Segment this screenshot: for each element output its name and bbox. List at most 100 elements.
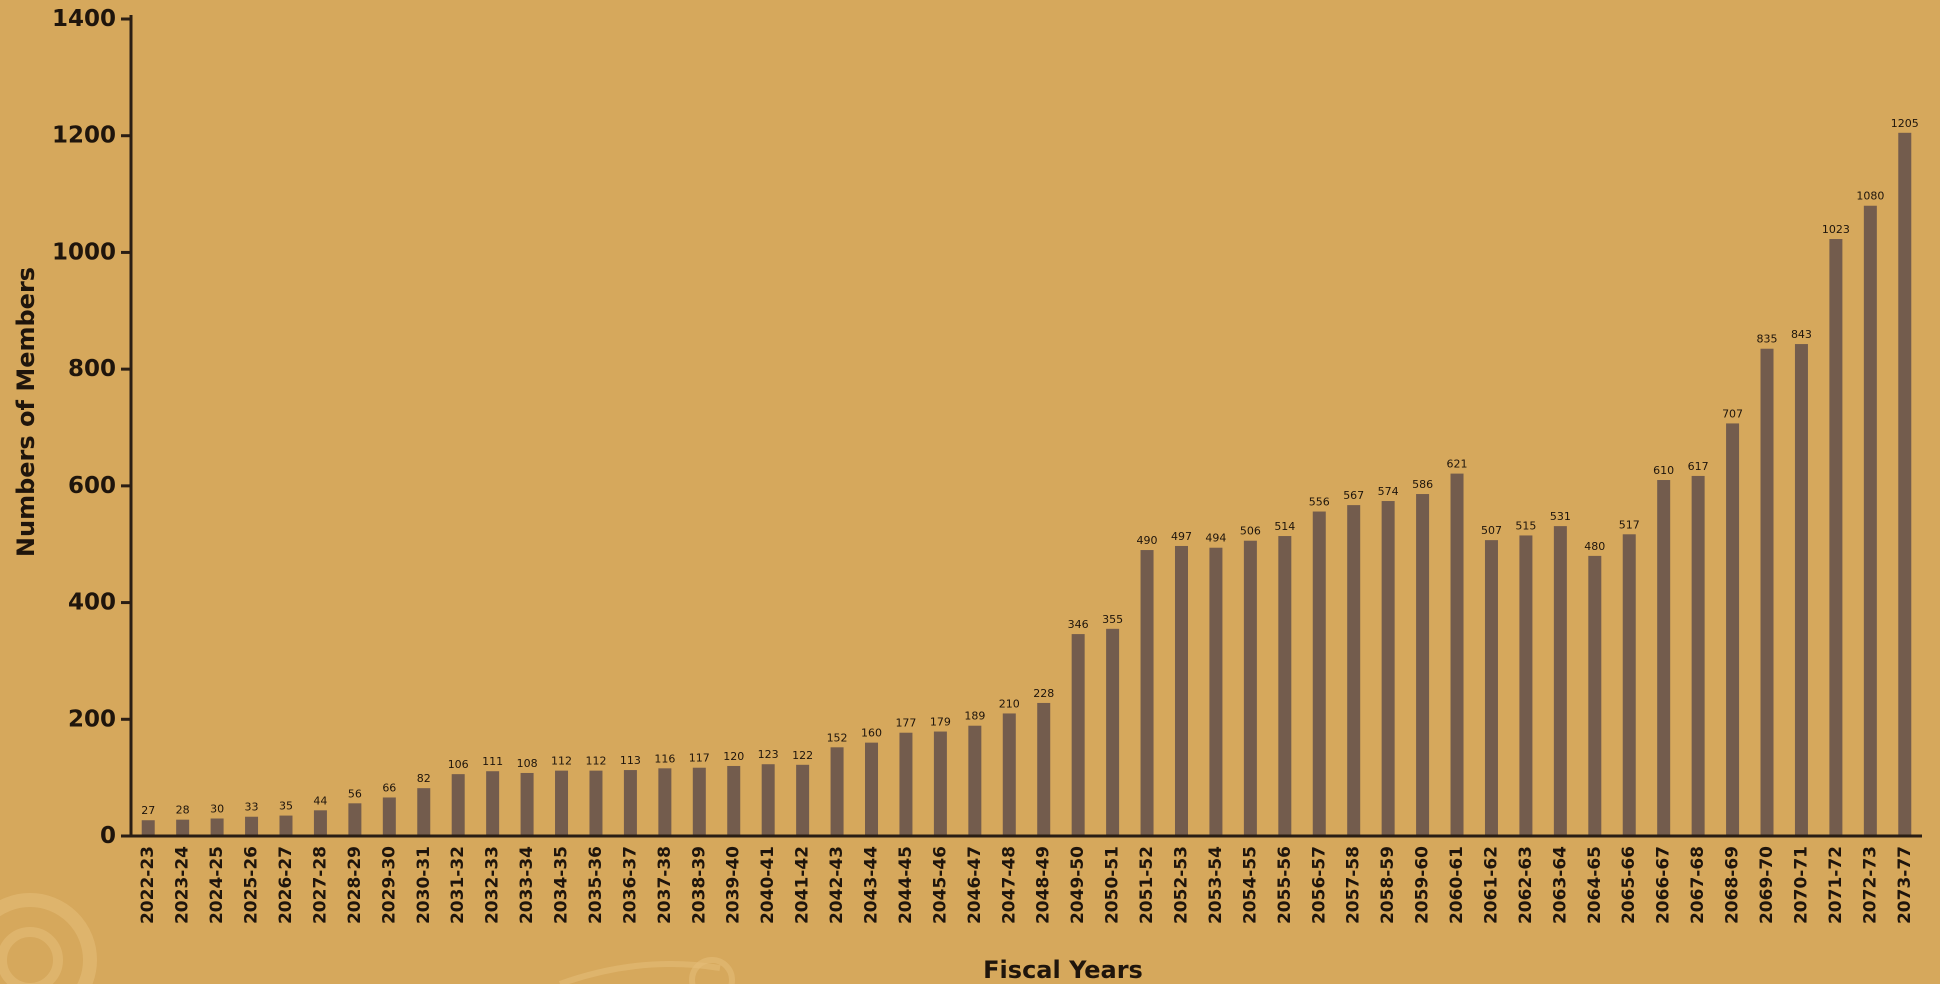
x-tick-label-2056-57: 2056-57 [1309,846,1329,924]
x-tick-label-2031-32: 2031-32 [448,846,468,924]
data-label-2072-73: 1080 [1856,190,1884,203]
data-label-2057-58: 567 [1343,489,1364,502]
x-tick-label-2033-34: 2033-34 [517,846,537,924]
bar-2049-50 [1071,634,1085,836]
data-label-2042-43: 152 [827,731,848,744]
x-tick-label-2041-42: 2041-42 [793,846,813,924]
x-tick-label-2069-70: 2069-70 [1757,846,1777,924]
bar-2061-62 [1484,540,1498,836]
x-tick-label-2042-43: 2042-43 [827,846,847,924]
bar-2073-77 [1898,132,1912,837]
y-tick-label-800: 800 [68,356,116,382]
data-label-2050-51: 355 [1102,613,1123,626]
data-label-2065-66: 517 [1619,518,1640,531]
bar-2070-71 [1794,344,1808,836]
decorative-watermark [0,893,735,984]
data-label-2064-65: 480 [1584,540,1605,553]
bar-2066-67 [1657,480,1671,836]
x-tick-label-2028-29: 2028-29 [345,846,365,924]
x-tick-label-2052-53: 2052-53 [1171,846,1191,924]
bar-2028-29 [348,803,362,836]
bar-2041-42 [796,764,810,836]
bar-2058-59 [1381,501,1395,836]
data-label-2032-33: 111 [482,755,503,768]
bar-2063-64 [1553,526,1567,836]
data-label-2049-50: 346 [1068,618,1089,631]
data-label-2067-68: 617 [1688,460,1709,473]
x-tick-label-2064-65: 2064-65 [1585,846,1605,924]
x-tick-label-2045-46: 2045-46 [930,846,950,924]
x-tick-label-2024-25: 2024-25 [207,846,227,924]
x-tick-label-2047-48: 2047-48 [999,846,1019,924]
bar-2043-44 [865,742,879,836]
data-labels-layer: 27 28 30 33 35 44 56 66 82 106 111 108 112 112 113 116 1… [141,117,1919,817]
bar-2039-40 [727,765,741,836]
x-tick-label-2059-60: 2059-60 [1413,846,1433,924]
bar-2044-45 [899,732,913,836]
data-label-2063-64: 531 [1550,510,1571,523]
bar-2034-35 [555,770,569,836]
x-tick-label-2029-30: 2029-30 [379,846,399,924]
bar-2022-23 [141,820,155,836]
data-label-2070-71: 843 [1791,328,1812,341]
x-tick-label-2072-73: 2072-73 [1860,846,1880,924]
y-tick-label-400: 400 [68,590,116,616]
x-tick-label-2043-44: 2043-44 [862,846,882,924]
data-label-2026-27: 35 [279,800,293,813]
data-label-2023-24: 28 [176,804,190,817]
y-tick-label-1200: 1200 [52,123,116,149]
x-tick-label-2022-23: 2022-23 [138,846,158,924]
data-label-2024-25: 30 [210,802,224,815]
x-tick-label-2023-24: 2023-24 [173,846,193,924]
x-tick-label-2049-50: 2049-50 [1068,846,1088,924]
x-tick-label-2050-51: 2050-51 [1103,846,1123,924]
x-tick-label-2044-45: 2044-45 [896,846,916,924]
data-label-2030-31: 82 [417,772,431,785]
bar-2030-31 [417,788,431,836]
x-tick-label-2030-31: 2030-31 [414,846,434,924]
bar-2064-65 [1588,555,1602,836]
bar-2029-30 [382,797,396,836]
x-tick-label-2058-59: 2058-59 [1378,846,1398,924]
x-tick-label-2062-63: 2062-63 [1516,846,1536,924]
data-label-2034-35: 112 [551,755,572,768]
data-label-2059-60: 586 [1412,478,1433,491]
data-label-2027-28: 44 [313,794,327,807]
y-tick-label-0: 0 [100,823,116,849]
data-label-2073-77: 1205 [1891,117,1919,130]
x-tick-label-2037-38: 2037-38 [655,846,675,924]
bar-2036-37 [623,770,637,836]
data-label-2022-23: 27 [141,804,155,817]
x-tick-label-2046-47: 2046-47 [965,846,985,924]
data-label-2044-45: 177 [895,717,916,730]
bar-2042-43 [830,747,844,836]
x-axis: 2022-23 2023-24 2024-25 2025-26 2026-27 2027-… [131,834,1922,924]
data-label-2043-44: 160 [861,727,882,740]
bar-2059-60 [1416,494,1430,836]
data-label-2028-29: 56 [348,787,362,800]
bar-2055-56 [1278,536,1292,836]
bar-2035-36 [589,770,603,836]
x-tick-label-2055-56: 2055-56 [1275,846,1295,924]
data-label-2053-54: 494 [1205,532,1226,545]
data-label-2041-42: 122 [792,749,813,762]
x-tick-label-2036-37: 2036-37 [620,846,640,924]
y-tick-label-600: 600 [68,473,116,499]
data-label-2054-55: 506 [1240,525,1261,538]
bar-2033-34 [520,772,534,836]
x-tick-label-2053-54: 2053-54 [1206,846,1226,924]
bar-2047-48 [1002,713,1016,836]
data-label-2051-52: 490 [1137,534,1158,547]
bar-2069-70 [1760,348,1774,836]
bar-2026-27 [279,815,293,836]
x-tick-label-2027-28: 2027-28 [310,846,330,924]
data-label-2069-70: 835 [1757,333,1778,346]
data-label-2038-39: 117 [689,752,710,765]
x-tick-label-2034-35: 2034-35 [552,846,572,924]
x-tick-label-2071-72: 2071-72 [1826,846,1846,924]
bar-2046-47 [968,725,982,836]
bar-2032-33 [486,771,500,836]
data-label-2061-62: 507 [1481,524,1502,537]
y-axis: 0 200 400 600 800 1000 1200 1400 [52,6,133,849]
